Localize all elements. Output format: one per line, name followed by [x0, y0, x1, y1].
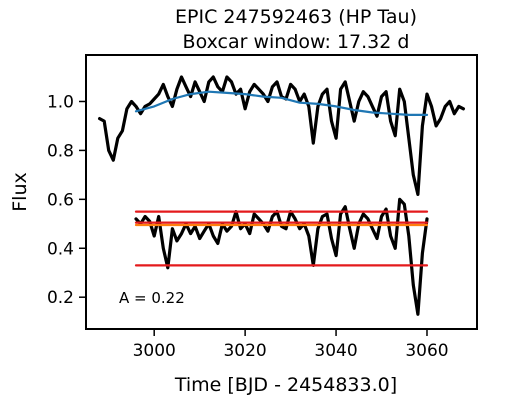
x-tick-label: 3000 — [133, 341, 176, 361]
amplitude-annotation: A = 0.22 — [119, 289, 185, 307]
x-tick-label: 3020 — [223, 341, 266, 361]
series-boxcar-smooth — [134, 90, 429, 117]
x-axis-label: Time [BJD - 2454833.0] — [174, 374, 397, 396]
y-tick-label: 1.0 — [47, 92, 74, 112]
series-raw-flux — [97, 75, 465, 196]
plot-area — [97, 75, 465, 316]
y-tick-label: 0.8 — [47, 141, 74, 161]
y-tick-label: 0.6 — [47, 190, 74, 210]
chart-title: EPIC 247592463 (HP Tau) — [175, 6, 417, 28]
x-axis: 3000 3020 3040 3060 — [133, 329, 449, 361]
chart-subtitle: Boxcar window: 17.32 d — [183, 31, 410, 53]
plot-frame — [85, 54, 478, 330]
x-tick-label: 3040 — [314, 341, 357, 361]
y-tick-label: 0.4 — [47, 239, 74, 259]
x-tick-label: 3060 — [405, 341, 448, 361]
y-tick-label: 0.2 — [47, 288, 74, 308]
y-axis-label: Flux — [9, 172, 31, 212]
y-axis: 0.2 0.4 0.6 0.8 1.0 — [47, 92, 86, 308]
series-detrended-flux — [134, 197, 429, 316]
